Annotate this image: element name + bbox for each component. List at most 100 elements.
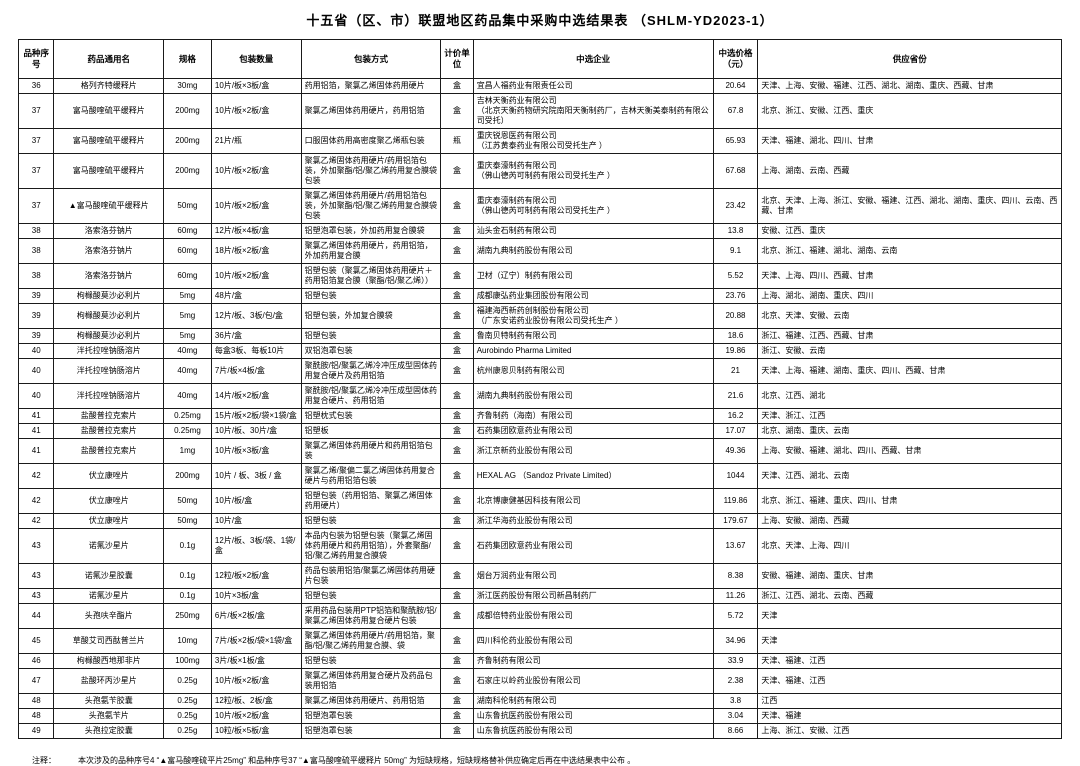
cell-provinces: 北京、浙江、福建、湖北、湖南、云南 (757, 238, 1062, 264)
cell-spec: 0.25mg (162, 408, 212, 424)
cell-provinces: 北京、浙江、安徽、江西、重庆 (757, 93, 1062, 129)
column-header-seq: 品种序号 (17, 39, 55, 79)
cell-seq: 37 (17, 188, 55, 224)
cell-pack-method: 铝塑包装，外加复合膜袋 (300, 303, 442, 329)
cell-provinces: 安徽、福建、湖南、重庆、甘肃 (757, 563, 1062, 589)
cell-name: 盐酸普拉克索片 (53, 438, 164, 464)
cell-company: 山东鲁抗医药股份有限公司 (472, 708, 714, 724)
cell-pack-method: 本品内包装为铝塑包装（聚氯乙烯固体药用硬片和药用铝箔），外套聚酯/铝/聚乙烯药用… (300, 528, 442, 564)
cell-company: 湖南九典制药股份有限公司 (472, 383, 714, 409)
column-header-provinces: 供应省份 (757, 39, 1062, 79)
table-row: 40 泮托拉唑钠肠溶片 40mg 每盒3板、每板10片 双铝泡罩包装盒 Aurobindo… (17, 343, 1062, 359)
cell-price: 67.8 (712, 93, 759, 129)
cell-company: 石药集团欧意药业有限公司 (472, 528, 714, 564)
cell-pack-method: 铝塑包装 (300, 328, 442, 344)
cell-name: 富马酸喹硫平缓释片 (53, 153, 164, 189)
cell-pack-qty: 10片×3板/盒 (210, 588, 302, 604)
cell-name: 诺氟沙星胶囊 (53, 563, 164, 589)
cell-seq: 43 (17, 588, 55, 604)
cell-price: 16.2 (712, 408, 759, 424)
table-row: 43 诺氟沙星胶囊 0.1g 12粒/板×2板/盒 药品包装用铝箔/聚氯乙烯固体药用硬片… (17, 563, 1062, 589)
cell-price: 8.38 (712, 563, 759, 589)
cell-unit: 盒 (440, 78, 474, 94)
cell-price: 9.1 (712, 238, 759, 264)
cell-name: 头孢氨苄胶囊 (53, 693, 164, 709)
cell-pack-method: 聚氯乙烯固体药用复合硬片及药品包装用铝箔 (300, 668, 442, 694)
cell-company: 成都康弘药业集团股份有限公司 (472, 288, 714, 304)
cell-spec: 5mg (162, 303, 212, 329)
cell-company: 吉林天衡药业有限公司 （北京天衡药物研究院南阳天衡制药厂，吉林天衡美泰制药有限公… (472, 93, 714, 129)
cell-pack-qty: 10片/板×3板/盒 (210, 78, 302, 94)
table-row: 48 头孢氨苄片 0.25g 10片/板×2板/盒 铝塑泡罩包装盒山东鲁抗医药股份有限公… (17, 708, 1062, 724)
cell-seq: 44 (17, 603, 55, 629)
cell-name: 富马酸喹硫平缓释片 (53, 128, 164, 154)
cell-seq: 42 (17, 513, 55, 529)
cell-pack-qty: 12粒/板、2板/盒 (210, 693, 302, 709)
cell-pack-method: 铝塑包装 (300, 588, 442, 604)
cell-spec: 50mg (162, 188, 212, 224)
cell-pack-method: 聚氯乙烯固体药用硬片，药用铝箔，外加药用复合膜 (300, 238, 442, 264)
cell-price: 119.86 (712, 488, 759, 514)
cell-pack-qty: 36片/盒 (210, 328, 302, 344)
cell-pack-qty: 15片/板×2板/袋×1袋/盒 (210, 408, 302, 424)
table-row: 41 盐酸普拉克索片 0.25mg 10片/板、30片/盒 铝塑板盒石药集团欧意药业有限… (17, 423, 1062, 439)
cell-seq: 49 (17, 723, 55, 739)
cell-company: 北京博康健基因科技有限公司 (472, 488, 714, 514)
cell-pack-qty: 48片/盒 (210, 288, 302, 304)
cell-pack-qty: 10粒/板×5板/盒 (210, 723, 302, 739)
cell-provinces: 天津 (757, 628, 1062, 654)
cell-seq: 39 (17, 303, 55, 329)
table-row: 46 枸橼酸西地那非片 100mg 3片/板×1板/盒 铝塑包装盒齐鲁制药有限公司 33.… (17, 653, 1062, 669)
cell-price: 20.88 (712, 303, 759, 329)
cell-pack-qty: 12片/板×4板/盒 (210, 223, 302, 239)
cell-price: 8.66 (712, 723, 759, 739)
cell-provinces: 天津、福建、湖北、四川、甘肃 (757, 128, 1062, 154)
cell-spec: 0.25g (162, 693, 212, 709)
cell-price: 34.96 (712, 628, 759, 654)
cell-unit: 盒 (440, 463, 474, 489)
table-row: 40 泮托拉唑钠肠溶片 40mg 14片/板×2板/盒 聚酰胺/铝/聚氯乙烯冷冲压成型固… (17, 383, 1062, 409)
cell-unit: 盒 (440, 513, 474, 529)
cell-provinces: 北京、江西、湖北 (757, 383, 1062, 409)
cell-spec: 100mg (162, 653, 212, 669)
cell-spec: 0.25mg (162, 423, 212, 439)
cell-unit: 盒 (440, 563, 474, 589)
footnote: 注释： 本次涉及的品种序号4 “▲富马酸喹硫平片25mg” 和品种序号37 “▲… (32, 755, 1066, 766)
cell-pack-qty: 10片/板×2板/盒 (210, 93, 302, 129)
cell-pack-qty: 12片/板、3板/袋、1袋/盒 (210, 528, 302, 564)
cell-unit: 盒 (440, 263, 474, 289)
table-row: 41 盐酸普拉克索片 0.25mg 15片/板×2板/袋×1袋/盒 铝塑枕式包装盒齐鲁制… (17, 408, 1062, 424)
cell-seq: 37 (17, 153, 55, 189)
cell-pack-method: 聚氯乙烯固体药用硬片和药用铝箔包装 (300, 438, 442, 464)
cell-provinces: 天津、江西、湖北、云南 (757, 463, 1062, 489)
cell-seq: 48 (17, 708, 55, 724)
cell-name: 诺氟沙星片 (53, 528, 164, 564)
cell-pack-qty: 10片/盒 (210, 513, 302, 529)
cell-price: 13.8 (712, 223, 759, 239)
cell-seq: 42 (17, 463, 55, 489)
cell-provinces: 天津、上海、福建、湖南、重庆、四川、西藏、甘肃 (757, 358, 1062, 384)
cell-unit: 盒 (440, 238, 474, 264)
cell-company: 山东鲁抗医药股份有限公司 (472, 723, 714, 739)
cell-provinces: 上海、浙江、安徽、江西 (757, 723, 1062, 739)
cell-unit: 盒 (440, 668, 474, 694)
column-header-unit: 计价单位 (440, 39, 474, 79)
cell-company: 杭州康恩贝制药有限公司 (472, 358, 714, 384)
cell-name: 枸橼酸西地那非片 (53, 653, 164, 669)
cell-provinces: 天津、福建、江西 (757, 668, 1062, 694)
table-row: 48 头孢氨苄胶囊 0.25g 12粒/板、2板/盒 聚氯乙烯固体药用硬片、药用铝箔盒湖… (17, 693, 1062, 709)
cell-pack-method: 药品包装用铝箔/聚氯乙烯固体药用硬片包装 (300, 563, 442, 589)
cell-spec: 30mg (162, 78, 212, 94)
table-header-row: 品种序号 药品通用名 规格 包装数量 包装方式 计价单位 中选企业 中选价格 （元） 供应省份 (17, 39, 1062, 79)
cell-price: 179.67 (712, 513, 759, 529)
table-row: 37 富马酸喹硫平缓释片 200mg 10片/板×2板/盒 聚氯乙烯固体药用硬片，药用铝… (17, 93, 1062, 129)
table-row: 38 洛索洛芬钠片 60mg 10片/板×2板/盒 铝塑包装（聚氯乙烯固体药用硬片＋药用… (17, 263, 1062, 289)
cell-pack-qty: 3片/板×1板/盒 (210, 653, 302, 669)
cell-seq: 39 (17, 288, 55, 304)
cell-pack-qty: 10片/板×2板/盒 (210, 153, 302, 189)
cell-name: 诺氟沙星片 (53, 588, 164, 604)
cell-price: 33.9 (712, 653, 759, 669)
cell-provinces: 江西 (757, 693, 1062, 709)
cell-pack-method: 铝塑泡罩包装，外加药用复合膜袋 (300, 223, 442, 239)
